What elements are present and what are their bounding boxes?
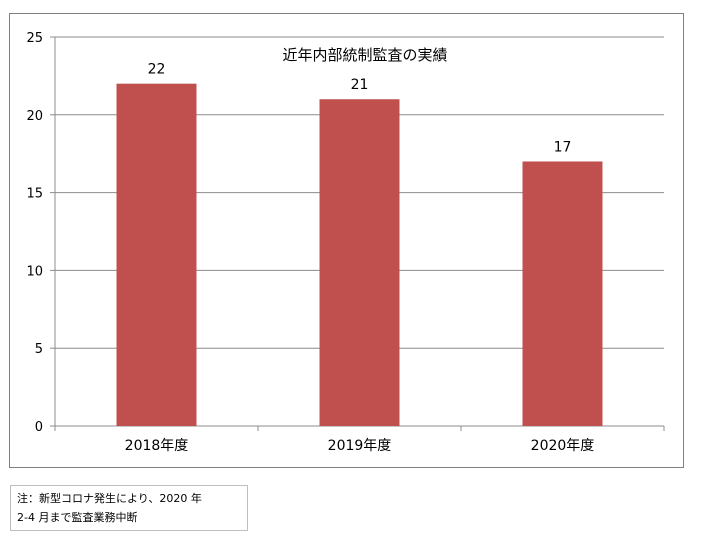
bar [319,99,400,427]
bar [116,83,197,427]
x-tick-label: 2020年度 [531,438,595,454]
footnote-line-1: 注：新型コロナ発生により、2020 年 [17,492,202,505]
y-tick-label: 0 [35,420,43,435]
y-tick-label: 10 [26,264,43,279]
bar [522,161,603,427]
footnote-box: 注：新型コロナ発生により、2020 年 2-4 月まで監査業務中断 [10,485,248,531]
data-label: 22 [148,62,166,78]
y-tick-label: 20 [26,109,43,124]
y-tick-label: 25 [26,31,43,46]
data-label: 21 [351,77,369,93]
x-tick-label: 2019年度 [328,438,392,454]
bars [116,83,603,427]
chart-title: 近年内部統制監査の実績 [282,46,447,64]
x-tick-label: 2018年度 [125,438,189,454]
labels: 0 5 10 15 20 25 22 2018年度 21 2019年度 17 2020年度 [26,31,594,454]
data-label: 17 [554,139,572,155]
bar-chart: 0 5 10 15 20 25 22 2018年度 21 2019年度 17 2020年度 近年内部統… [26,31,665,454]
y-tick-label: 15 [26,187,43,202]
y-tick-label: 5 [35,342,43,357]
footnote-line-2: 2-4 月まで監査業務中断 [17,511,138,524]
